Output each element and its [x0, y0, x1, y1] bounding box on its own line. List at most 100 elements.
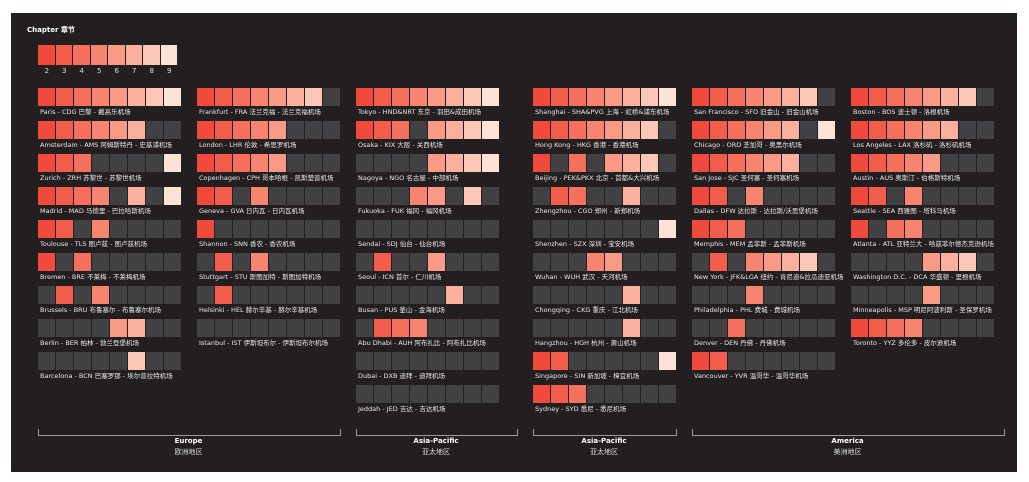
- heatmap-cell: [764, 220, 781, 238]
- heatmap-cell: [374, 187, 391, 205]
- heatmap-cell: [728, 187, 745, 205]
- heatmap-cell: [533, 187, 550, 205]
- heatmap-cell: [128, 88, 145, 106]
- heatmap-cell: [941, 286, 958, 304]
- airport-label: Copenhagen - CPH 哥本哈根 - 凯斯楚普机场: [199, 174, 334, 182]
- heatmap-cell: [623, 319, 640, 337]
- heatmap-cell: [197, 121, 214, 139]
- heatmap-cell: [551, 385, 568, 403]
- heatmap-cell: [410, 385, 427, 403]
- heatmap-cell: [374, 253, 391, 271]
- heatmap-cell: [977, 253, 994, 271]
- heatmap-cell: [800, 352, 817, 370]
- heatmap-cell: [464, 286, 481, 304]
- heatmap-cell: [269, 253, 286, 271]
- heatmap-cell: [641, 220, 658, 238]
- airport-label: Tokyo - HND&NRT 东京 - 羽田&成田机场: [358, 108, 481, 116]
- heatmap-cell: [374, 385, 391, 403]
- heatmap-cell: [74, 187, 91, 205]
- heatmap-cell: [146, 286, 163, 304]
- heatmap-cell: [233, 121, 250, 139]
- airport-label: Zhengzhou - CGO 郑州 - 新郑机场: [535, 207, 641, 215]
- heatmap-cell: [977, 121, 994, 139]
- airport-label: Boston - BOS 波士顿 - 洛根机场: [853, 108, 950, 116]
- heatmap-cell: [464, 88, 481, 106]
- heatmap-cell: [746, 286, 763, 304]
- airport-label: Hong Kong - HKG 香港 - 香港机场: [535, 141, 639, 149]
- heatmap-cell: [746, 88, 763, 106]
- legend-swatch: [108, 45, 125, 65]
- heatmap-cell: [569, 385, 586, 403]
- heatmap-cell: [164, 253, 181, 271]
- heatmap-cell: [110, 121, 127, 139]
- heatmap-cell: [659, 286, 676, 304]
- heatmap-cell: [428, 352, 445, 370]
- legend-label: 4: [79, 67, 84, 75]
- legend-swatch: [73, 45, 90, 65]
- heatmap-cell: [923, 220, 940, 238]
- airport-label: Geneva - GVA 日内瓦 - 日内瓦机场: [199, 207, 305, 215]
- heatmap-cell: [215, 286, 232, 304]
- heatmap-cell: [710, 319, 727, 337]
- heatmap-cell: [710, 220, 727, 238]
- heatmap-cell: [482, 385, 499, 403]
- heatmap-cell: [923, 253, 940, 271]
- heatmap-cell: [587, 352, 604, 370]
- legend-swatch: [38, 45, 55, 65]
- heatmap-cell: [782, 319, 799, 337]
- heatmap-cell: [905, 154, 922, 172]
- heatmap-cell: [851, 154, 868, 172]
- heatmap-cell: [323, 253, 340, 271]
- heatmap-cell: [641, 187, 658, 205]
- heatmap-cell: [977, 88, 994, 106]
- heatmap-cell: [641, 352, 658, 370]
- legend-swatch: [143, 45, 160, 65]
- heatmap-cell: [74, 319, 91, 337]
- heatmap-cell: [74, 154, 91, 172]
- heatmap-cell: [74, 253, 91, 271]
- heatmap-cell: [215, 154, 232, 172]
- heatmap-cell: [659, 154, 676, 172]
- heatmap-cell: [782, 286, 799, 304]
- heatmap-cell: [728, 220, 745, 238]
- heatmap-cell: [356, 187, 373, 205]
- airport-label: Stuttgart - STU 斯图加特 - 斯图加特机场: [199, 273, 322, 281]
- heatmap-cell: [728, 154, 745, 172]
- heatmap-cell: [551, 220, 568, 238]
- heatmap-cell: [551, 319, 568, 337]
- heatmap-cell: [356, 88, 373, 106]
- heatmap-cell: [356, 319, 373, 337]
- heatmap-cell: [428, 319, 445, 337]
- heatmap-cell: [710, 352, 727, 370]
- heatmap-cell: [782, 154, 799, 172]
- heatmap-cell: [746, 121, 763, 139]
- heatmap-cell: [623, 385, 640, 403]
- heatmap-cell: [446, 154, 463, 172]
- heatmap-cell: [977, 286, 994, 304]
- heatmap-cell: [197, 319, 214, 337]
- heatmap-cell: [215, 253, 232, 271]
- heatmap-cell: [92, 220, 109, 238]
- heatmap-cell: [641, 154, 658, 172]
- heatmap-cell: [659, 352, 676, 370]
- heatmap-cell: [764, 352, 781, 370]
- heatmap-cell: [38, 319, 55, 337]
- heatmap-cell: [641, 286, 658, 304]
- heatmap-cell: [923, 121, 940, 139]
- airport-label: Brussels - BRU 布鲁塞尔 - 布鲁塞尔机场: [40, 306, 161, 314]
- heatmap-cell: [887, 88, 904, 106]
- heatmap-cell: [851, 88, 868, 106]
- heatmap-cell: [233, 319, 250, 337]
- heatmap-cell: [146, 352, 163, 370]
- airport-label: Frankfurt - FRA 法兰克福 - 法兰克福机场: [199, 108, 321, 116]
- heatmap-cell: [251, 88, 268, 106]
- heatmap-cell: [692, 88, 709, 106]
- heatmap-cell: [305, 88, 322, 106]
- heatmap-cell: [605, 220, 622, 238]
- heatmap-cell: [323, 154, 340, 172]
- heatmap-cell: [38, 187, 55, 205]
- heatmap-cell: [446, 121, 463, 139]
- heatmap-cell: [818, 319, 835, 337]
- heatmap-cell: [764, 88, 781, 106]
- heatmap-cell: [287, 220, 304, 238]
